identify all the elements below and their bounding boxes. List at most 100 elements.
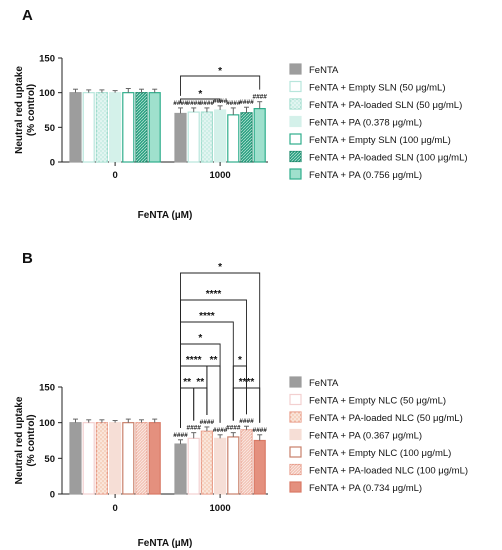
y-axis-title-line: Neutral red uptake — [14, 66, 25, 154]
x-tick-label: 0 — [112, 170, 117, 181]
y-tick-label: 150 — [39, 54, 55, 65]
significance-bracket — [180, 98, 221, 103]
hash-label: #### — [239, 418, 254, 425]
y-axis-title-line: (% control) — [26, 84, 37, 136]
significance-label: ** — [210, 355, 218, 366]
bar — [148, 92, 161, 163]
legend-swatch — [289, 376, 302, 388]
hash-label: #### — [226, 100, 241, 107]
bar-pattern — [241, 429, 252, 494]
bar-pattern — [201, 112, 213, 162]
legend-label: FeNTA + Empty NLC (100 μg/mL) — [309, 448, 451, 459]
y-tick-label: 0 — [50, 158, 55, 169]
bar-pattern — [96, 92, 108, 162]
legend-label: FeNTA + PA (0.367 μg/mL) — [309, 431, 422, 442]
legend-label: FeNTA + PA (0.756 μg/mL) — [309, 170, 422, 181]
legend-swatch — [289, 80, 302, 93]
bar — [148, 422, 161, 495]
significance-label: ** — [183, 377, 191, 388]
hash-label: #### — [173, 432, 188, 439]
significance-label: **** — [199, 311, 215, 322]
bar — [227, 436, 240, 495]
bar-pattern — [136, 422, 147, 494]
hash-label: #### — [213, 427, 228, 434]
bar-pattern — [96, 422, 108, 494]
panel-b: B Neutral red uptake(% control) 0 50 100 150 0… — [14, 250, 468, 549]
legend-label: FeNTA + PA (0.378 μg/mL) — [309, 118, 422, 129]
legend-swatch — [289, 115, 302, 128]
legend-label: FeNTA — [309, 65, 339, 76]
legend-label: FeNTA + Empty SLN (100 μg/mL) — [309, 135, 451, 146]
legend-swatch-pattern — [290, 99, 301, 109]
significance-label: **** — [239, 377, 255, 388]
panel-letter: B — [22, 250, 33, 267]
bar — [253, 108, 266, 163]
significance-label: **** — [206, 289, 222, 300]
legend-swatch — [289, 393, 302, 406]
y-axis-title: Neutral red uptake(% control) — [14, 396, 37, 484]
bar — [174, 112, 187, 163]
legend-label: FeNTA — [309, 378, 339, 389]
hash-label: #### — [252, 94, 267, 101]
significance-bracket — [232, 365, 247, 421]
bar — [122, 92, 135, 163]
hash-label: #### — [226, 425, 241, 432]
legend-label: FeNTA + Empty SLN (50 μg/mL) — [309, 83, 446, 94]
panel-a: A Neutral red uptake(% control) 0 50 100 150 0… — [14, 7, 468, 221]
legend-label: FeNTA + PA-loaded SLN (100 μg/mL) — [309, 153, 468, 164]
hash-label: #### — [239, 99, 254, 106]
legend-swatch — [289, 481, 302, 493]
legend-swatch-pattern — [290, 151, 301, 162]
significance-label: * — [198, 333, 202, 344]
bar — [227, 114, 240, 163]
y-axis-title-line: Neutral red uptake — [14, 396, 25, 484]
x-tick-label: 1000 — [210, 503, 231, 514]
bar — [187, 111, 200, 163]
significance-bracket — [206, 365, 221, 423]
significance-label: * — [218, 262, 222, 273]
significance-label: * — [238, 355, 242, 366]
significance-label: **** — [186, 355, 202, 366]
significance-bracket — [232, 387, 261, 423]
bar — [69, 92, 82, 163]
y-tick-label: 50 — [44, 123, 55, 134]
legend-label: FeNTA + PA (0.734 μg/mL) — [309, 483, 422, 494]
x-axis-title: FeNTA (µM) — [138, 538, 193, 549]
significance-bracket — [180, 387, 195, 428]
legend-swatch — [289, 168, 302, 180]
significance-bracket — [180, 75, 261, 96]
x-tick-label: 0 — [112, 503, 117, 514]
y-tick-label: 50 — [44, 454, 55, 465]
y-tick-label: 100 — [39, 88, 55, 99]
bar — [108, 422, 122, 495]
hash-label: #### — [200, 100, 215, 107]
significance-label: ** — [196, 377, 204, 388]
y-tick-label: 100 — [39, 418, 55, 429]
significance-label: * — [218, 66, 222, 77]
bar — [214, 109, 227, 163]
hash-label: #### — [173, 100, 188, 107]
bar — [82, 422, 95, 495]
legend-swatch — [289, 428, 302, 441]
y-axis-title: Neutral red uptake(% control) — [14, 66, 37, 154]
bar — [187, 437, 200, 495]
legend-label: FeNTA + Empty NLC (50 μg/mL) — [309, 396, 446, 407]
bar — [214, 437, 227, 495]
bar — [122, 422, 135, 495]
y-axis-title-line: (% control) — [26, 414, 37, 466]
bar — [174, 443, 187, 495]
hash-label: #### — [186, 425, 201, 432]
bar-pattern — [201, 431, 213, 494]
bar-pattern — [241, 112, 252, 162]
legend-label: FeNTA + PA-loaded NLC (50 μg/mL) — [309, 413, 463, 424]
panel-letter: A — [22, 7, 33, 24]
hash-label: #### — [186, 100, 201, 107]
bar — [82, 92, 95, 163]
legend-label: FeNTA + PA-loaded SLN (50 μg/mL) — [309, 100, 462, 111]
legend-swatch-pattern — [290, 412, 301, 422]
bar — [69, 422, 82, 495]
x-axis-title: FeNTA (µM) — [138, 210, 193, 221]
legend-swatch — [289, 446, 302, 458]
bar — [108, 92, 122, 163]
